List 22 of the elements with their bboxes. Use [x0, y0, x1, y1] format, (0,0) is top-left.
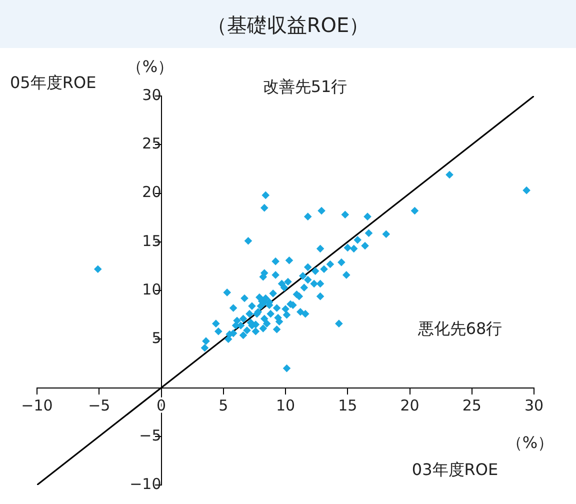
- x-tick-label: 25: [462, 396, 482, 415]
- y-tick-label: −5: [139, 426, 162, 444]
- y-tick-label: 20: [142, 183, 162, 202]
- chart-title: （基礎収益ROE）: [0, 0, 576, 48]
- x-tick-label: 20: [400, 396, 420, 415]
- y-axis-title: 05年度ROE: [10, 73, 96, 92]
- y-tick-label: 10: [142, 280, 162, 298]
- x-tick-label: 15: [338, 396, 358, 415]
- annotation: 改善先51行: [262, 77, 348, 96]
- y-tick-label: 15: [142, 232, 162, 250]
- y-tick-label: 25: [142, 134, 162, 153]
- x-tick-label: 30: [524, 396, 544, 415]
- text: （%）: [126, 57, 174, 76]
- x-tick-label: −5: [88, 396, 110, 415]
- x-tick-label: 10: [276, 396, 296, 415]
- annotation: （%）: [506, 433, 554, 452]
- x-tick-label: −10: [21, 396, 53, 415]
- x-tick-label: 5: [218, 396, 228, 415]
- annotation: 悪化先68行: [416, 319, 502, 338]
- y-tick-label: −10: [130, 474, 162, 493]
- y-tick-label: 30: [142, 86, 162, 104]
- x-axis-title: 03年度ROE: [412, 460, 498, 480]
